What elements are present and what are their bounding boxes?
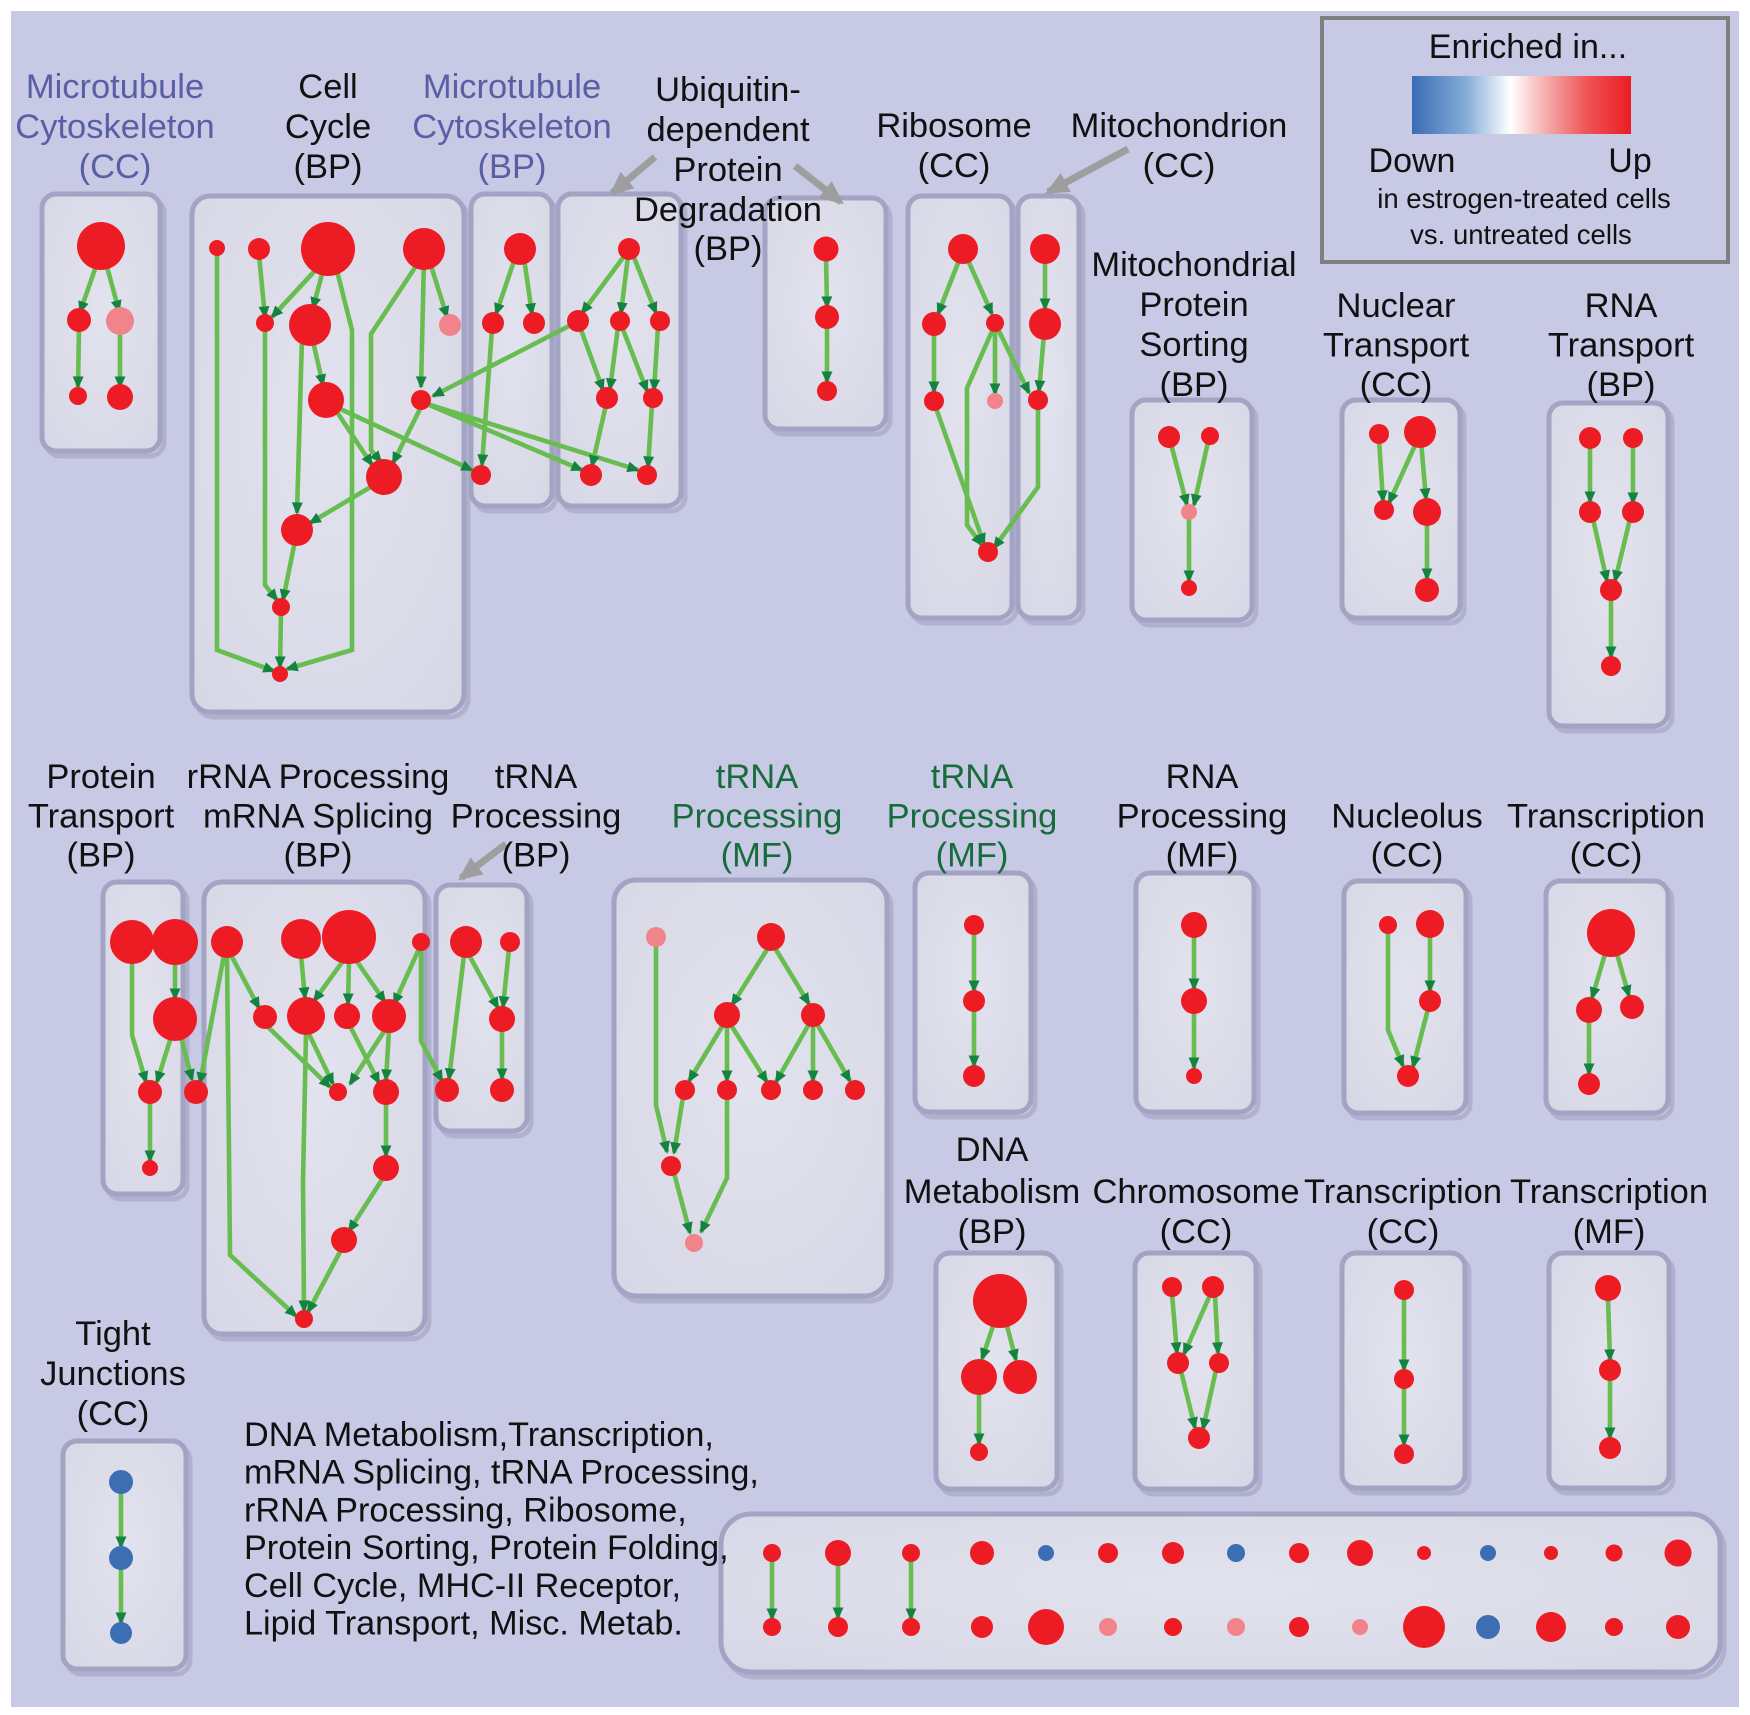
svg-text:(MF): (MF): [1166, 837, 1239, 875]
svg-text:(CC): (CC): [1160, 1213, 1233, 1251]
svg-text:Microtubule: Microtubule: [423, 68, 601, 106]
svg-text:(MF): (MF): [936, 837, 1009, 875]
svg-text:(CC): (CC): [1143, 147, 1216, 185]
svg-text:tRNA: tRNA: [716, 758, 798, 796]
svg-text:rRNA Processing, Ribosome,: rRNA Processing, Ribosome,: [244, 1491, 687, 1529]
svg-text:mRNA Splicing: mRNA Splicing: [203, 798, 433, 836]
svg-text:Processing: Processing: [672, 798, 843, 836]
svg-text:Ribosome: Ribosome: [876, 107, 1031, 145]
svg-text:Lipid Transport, Misc. Metab.: Lipid Transport, Misc. Metab.: [244, 1605, 683, 1643]
svg-text:RNA: RNA: [1585, 287, 1658, 325]
svg-text:Cell Cycle, MHC-II Receptor,: Cell Cycle, MHC-II Receptor,: [244, 1567, 681, 1605]
svg-text:(BP): (BP): [67, 837, 136, 875]
svg-text:Cytoskeleton: Cytoskeleton: [412, 108, 611, 146]
svg-text:Tight: Tight: [75, 1315, 151, 1353]
svg-text:Chromosome: Chromosome: [1092, 1173, 1299, 1211]
svg-text:(MF): (MF): [1573, 1213, 1646, 1251]
svg-text:(BP): (BP): [284, 837, 353, 875]
svg-text:Protein: Protein: [46, 758, 155, 796]
svg-text:(BP): (BP): [294, 148, 363, 186]
svg-text:(BP): (BP): [478, 148, 547, 186]
svg-text:Metabolism: Metabolism: [904, 1173, 1080, 1211]
svg-text:DNA: DNA: [956, 1131, 1029, 1169]
svg-text:Mitochondrion: Mitochondrion: [1071, 107, 1288, 145]
svg-text:(CC): (CC): [1360, 366, 1433, 404]
svg-text:mRNA Splicing, tRNA Processing: mRNA Splicing, tRNA Processing,: [244, 1454, 759, 1492]
svg-text:Processing: Processing: [887, 798, 1058, 836]
svg-text:Transport: Transport: [1323, 327, 1470, 365]
svg-text:(BP): (BP): [502, 837, 571, 875]
svg-text:Ubiquitin-: Ubiquitin-: [655, 71, 801, 109]
svg-text:Transcription: Transcription: [1507, 798, 1705, 836]
svg-text:Down: Down: [1369, 142, 1456, 180]
svg-text:Processing: Processing: [1117, 798, 1288, 836]
svg-text:Transcription: Transcription: [1510, 1173, 1708, 1211]
svg-text:(CC): (CC): [1367, 1213, 1440, 1251]
svg-text:in estrogen-treated cells: in estrogen-treated cells: [1377, 183, 1671, 214]
svg-text:Enriched in...: Enriched in...: [1429, 28, 1627, 66]
svg-text:(BP): (BP): [1160, 366, 1229, 404]
svg-text:Degradation: Degradation: [634, 191, 822, 229]
svg-text:Nuclear: Nuclear: [1337, 287, 1456, 325]
svg-text:Nucleolus: Nucleolus: [1331, 798, 1483, 836]
svg-text:(CC): (CC): [918, 147, 991, 185]
svg-text:rRNA Processing: rRNA Processing: [187, 758, 450, 796]
svg-text:Cell: Cell: [298, 68, 357, 106]
svg-text:Up: Up: [1608, 142, 1651, 180]
svg-text:(CC): (CC): [1371, 837, 1444, 875]
svg-text:DNA Metabolism,Transcription,: DNA Metabolism,Transcription,: [244, 1416, 714, 1454]
svg-text:Protein: Protein: [1139, 286, 1248, 324]
svg-text:(MF): (MF): [721, 837, 794, 875]
svg-text:dependent: dependent: [646, 111, 809, 149]
svg-text:Transport: Transport: [28, 798, 175, 836]
svg-text:Processing: Processing: [451, 798, 622, 836]
svg-text:(BP): (BP): [1587, 366, 1656, 404]
svg-text:(BP): (BP): [694, 230, 763, 268]
svg-text:(CC): (CC): [79, 148, 152, 186]
svg-text:Transport: Transport: [1548, 327, 1695, 365]
svg-text:Junctions: Junctions: [40, 1355, 186, 1393]
svg-text:Protein Sorting, Protein Foldi: Protein Sorting, Protein Folding,: [244, 1529, 729, 1567]
svg-text:RNA: RNA: [1166, 758, 1239, 796]
svg-text:(CC): (CC): [77, 1395, 150, 1433]
svg-text:Mitochondrial: Mitochondrial: [1091, 246, 1296, 284]
svg-text:tRNA: tRNA: [931, 758, 1013, 796]
svg-text:(BP): (BP): [958, 1213, 1027, 1251]
svg-text:Cytoskeleton: Cytoskeleton: [15, 108, 214, 146]
svg-text:(CC): (CC): [1570, 837, 1643, 875]
svg-text:Transcription: Transcription: [1304, 1173, 1502, 1211]
svg-text:Microtubule: Microtubule: [26, 68, 204, 106]
svg-text:tRNA: tRNA: [495, 758, 577, 796]
svg-text:Cycle: Cycle: [285, 108, 371, 146]
svg-text:Protein: Protein: [673, 151, 782, 189]
svg-text:vs. untreated cells: vs. untreated cells: [1410, 219, 1632, 250]
svg-text:Sorting: Sorting: [1139, 326, 1248, 364]
